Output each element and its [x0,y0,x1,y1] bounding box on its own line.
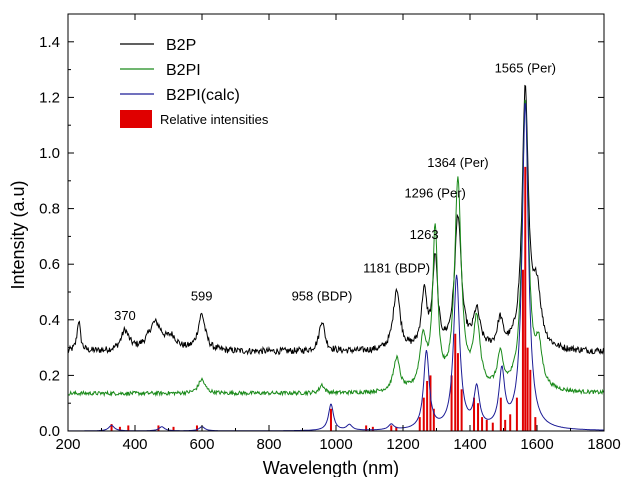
y-tick-label: 0.0 [39,423,60,440]
y-tick-label: 0.6 [39,256,60,273]
legend-label: B2PI [166,62,201,79]
peak-annotation: 1296 (Per) [404,185,465,200]
y-tick-label: 0.2 [39,367,60,384]
y-tick-label: 1.4 [39,34,60,51]
peak-annotation: 599 [191,288,213,303]
x-tick-label: 800 [256,436,281,453]
x-tick-label: 1800 [587,436,620,453]
series-layer [67,84,605,432]
y-tick-label: 1.2 [39,89,60,106]
legend-label: B2PI(calc) [166,87,240,104]
x-axis-title: Wavelength (nm) [263,458,399,477]
legend-label: B2P [166,37,196,54]
y-tick-label: 1.0 [39,145,60,162]
y-tick-label: 0.4 [39,312,60,329]
peak-annotation: 370 [114,308,136,323]
peak-annotation: 958 (BDP) [292,288,353,303]
legend: B2P B2PI B2PI(calc) Relative intensities [120,37,269,128]
peak-annotation: 1565 (Per) [495,60,556,75]
peak-annotation: 1263 [410,227,439,242]
x-tick-label: 600 [189,436,214,453]
peak-annotation: 1364 (Per) [427,155,488,170]
x-tick-label: 1400 [453,436,486,453]
annotations: 370 599 958 (BDP) 1181 (BDP) 1263 1296 (Per) 1… [114,60,556,322]
legend-label: Relative intensities [160,112,269,127]
series-line-b2pi-calc [68,103,604,432]
x-tick-label: 1600 [520,436,553,453]
x-tick-label: 200 [55,436,80,453]
x-tick-label: 400 [122,436,147,453]
y-tick-label: 0.8 [39,201,60,218]
series-line-b2p [67,84,605,356]
x-tick-label: 1000 [319,436,352,453]
legend-swatch-relative-intensities [120,110,152,128]
peak-annotation: 1181 (BDP) [363,261,430,276]
series-line-b2pi [67,99,605,398]
y-axis-title: Intensity (a.u) [8,180,28,289]
x-tick-label: 1200 [386,436,419,453]
axes: 200 400 600 800 1000 1200 1400 1600 1800 0.0 0.2 0.… [39,13,621,453]
